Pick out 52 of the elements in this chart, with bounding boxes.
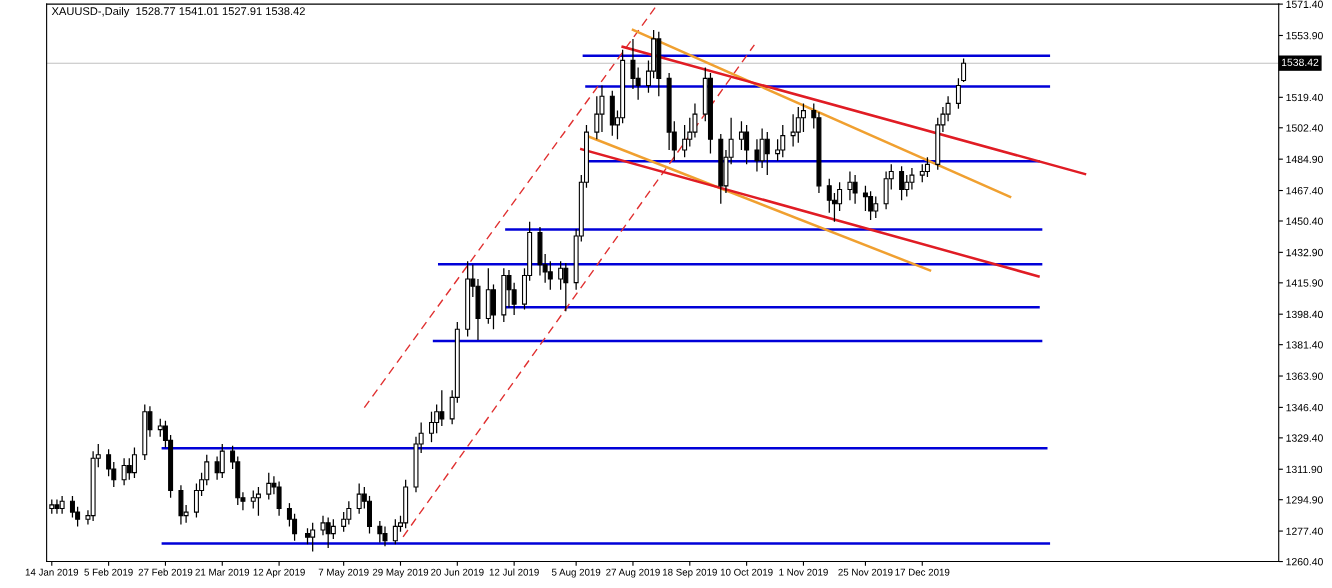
x-tick-label: 10 Oct 2019 — [720, 568, 773, 576]
x-tick-label: 29 May 2019 — [372, 568, 429, 578]
y-tick-label: 1415.90 — [1286, 279, 1323, 287]
candlestick — [955, 77, 961, 110]
x-tick-label: 27 Feb 2019 — [138, 568, 193, 576]
candlestick — [775, 138, 781, 162]
y-tick-label: 1260.40 — [1286, 558, 1323, 566]
y-tick-label: 1381.40 — [1286, 341, 1323, 349]
x-tick-label: 18 Sep 2019 — [662, 568, 717, 578]
candlestick — [558, 260, 564, 291]
x-tick-label: 25 Nov 2019 — [838, 568, 893, 576]
y-tick-label: 1502.40 — [1286, 124, 1323, 132]
y-tick-label: 1311.90 — [1286, 465, 1323, 474]
y-tick-label: 1484.90 — [1286, 155, 1323, 164]
candlestick — [341, 511, 347, 533]
y-tick-label: 1398.40 — [1286, 310, 1323, 319]
candlestick — [131, 446, 137, 479]
x-tick-label: 5 Aug 2019 — [551, 568, 601, 578]
x-tick-label: 5 Feb 2019 — [84, 568, 133, 576]
x-tick-label: 12 Jul 2019 — [489, 568, 539, 576]
candlestick — [330, 518, 336, 540]
candlestick — [682, 124, 688, 158]
x-tick-label: 21 Mar 2019 — [195, 568, 250, 576]
candlestick — [255, 486, 261, 517]
x-tick-label: 12 Apr 2019 — [253, 568, 305, 578]
candlestick — [961, 57, 967, 83]
candlestick — [547, 260, 553, 291]
x-tick-label: 27 Aug 2019 — [606, 568, 660, 578]
y-tick-label: 1467.40 — [1286, 187, 1323, 195]
y-tick-label: 1432.90 — [1286, 248, 1323, 257]
chart-title: XAUUSD-,Daily 1528.77 1541.01 1527.91 1538.42 — [51, 6, 305, 18]
x-tick-label: 17 Dec 2019 — [895, 568, 950, 576]
y-tick-label: 1553.90 — [1286, 31, 1323, 40]
candlestick — [924, 156, 930, 178]
y-tick-label: 1363.90 — [1286, 372, 1323, 380]
y-tick-label: 1294.90 — [1286, 496, 1323, 504]
y-tick-label: 1450.40 — [1286, 217, 1323, 225]
x-tick-label: 1 Nov 2019 — [779, 568, 828, 576]
y-tick-label: 1519.40 — [1286, 93, 1323, 102]
x-tick-label: 14 Jan 2019 — [25, 568, 79, 576]
candlestick — [106, 448, 112, 477]
candlestick — [899, 165, 905, 201]
y-tick-label: 1329.40 — [1286, 434, 1323, 442]
x-tick-label: 7 May 2019 — [318, 568, 369, 578]
y-tick-label: 1277.40 — [1286, 527, 1323, 535]
candlestick — [764, 131, 770, 176]
y-tick-label: 1346.40 — [1286, 403, 1323, 412]
candlestick — [800, 102, 806, 133]
ref-line-label: 1538.42 — [1281, 58, 1319, 67]
x-tick-label: 20 Jun 2019 — [431, 568, 484, 576]
y-tick-label: 1571.40 — [1286, 0, 1323, 8]
candlestick — [219, 443, 225, 479]
